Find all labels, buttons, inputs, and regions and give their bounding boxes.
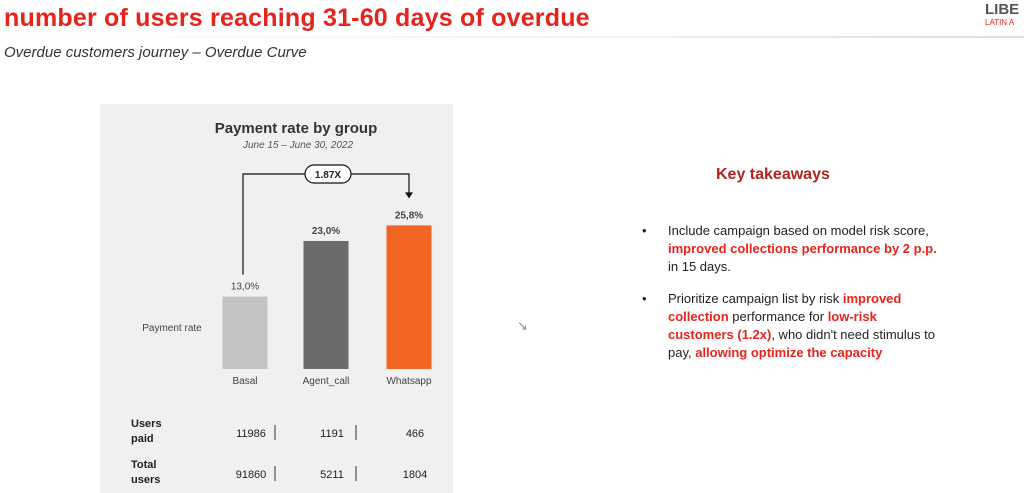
body-text: performance for bbox=[728, 309, 828, 324]
highlighted-text: improved collections performance by 2 p.… bbox=[668, 241, 937, 256]
table-row-label: Total bbox=[131, 459, 156, 471]
bullet-icon: • bbox=[642, 291, 647, 306]
takeaway-item: • Prioritize campaign list by risk improv… bbox=[640, 290, 940, 362]
bar-value-label: 25,8% bbox=[395, 210, 423, 221]
table-cell: 11986 bbox=[236, 428, 266, 440]
chart-panel: Payment rate by group June 15 – June 30,… bbox=[100, 104, 453, 493]
takeaways-title: Key takeaways bbox=[716, 166, 830, 183]
page-subtitle: Overdue customers journey – Overdue Curv… bbox=[4, 44, 307, 61]
table-row-label: paid bbox=[131, 433, 154, 445]
chart-subtitle: June 15 – June 30, 2022 bbox=[242, 140, 354, 151]
takeaways-list: • Include campaign based on model risk sc… bbox=[640, 222, 940, 376]
highlighted-text: allowing optimize the capacity bbox=[695, 345, 883, 360]
bar-whatsapp bbox=[386, 225, 432, 369]
highlighted-text: low-risk customers (1.2x) bbox=[668, 309, 877, 342]
category-label: Whatsapp bbox=[386, 376, 431, 387]
chart-title: Payment rate by group bbox=[215, 120, 378, 137]
logo-text: LIBE bbox=[985, 2, 1020, 18]
takeaway-item: • Include campaign based on model risk sc… bbox=[640, 222, 940, 276]
cursor-icon: ↘ bbox=[517, 318, 528, 333]
category-label: Basal bbox=[232, 376, 257, 387]
counts-table: Users paid 11986 1191 466 Total users 91860 5211… bbox=[131, 418, 427, 486]
bar-value-label: 13,0% bbox=[231, 282, 259, 293]
multiplier-annotation: 1.87X bbox=[242, 164, 413, 275]
payment-rate-chart: Payment rate by group June 15 – June 30,… bbox=[131, 120, 432, 486]
body-text: in 15 days. bbox=[668, 259, 731, 274]
annotation-pill bbox=[304, 164, 352, 184]
table-cell: 466 bbox=[406, 428, 424, 440]
table-cell: 1191 bbox=[320, 428, 344, 440]
bar-basal bbox=[222, 296, 268, 369]
highlighted-text: improved collection bbox=[668, 291, 902, 324]
table-row-label: users bbox=[131, 474, 160, 486]
bullet-icon: • bbox=[642, 223, 647, 238]
y-axis-label: Payment rate bbox=[142, 323, 202, 334]
table-cell: 5211 bbox=[320, 469, 344, 481]
table-cell: 91860 bbox=[236, 469, 267, 481]
body-text: Prioritize campaign list by risk bbox=[668, 291, 843, 306]
page-title: number of users reaching 31-60 days of o… bbox=[4, 4, 590, 32]
table-row-label: Users bbox=[131, 418, 162, 430]
table-cell: 1804 bbox=[403, 469, 427, 481]
bars-group: 13,0% Basal 23,0% Agent_call 25,8% Whatsapp bbox=[222, 210, 432, 387]
annotation-label: 1.87X bbox=[315, 170, 341, 181]
category-label: Agent_call bbox=[303, 376, 350, 387]
body-text: Include campaign based on model risk sco… bbox=[668, 223, 929, 238]
bar-value-label: 23,0% bbox=[312, 226, 340, 237]
arrow-head-icon bbox=[405, 192, 413, 199]
logo-subtext: LATIN A bbox=[985, 18, 1015, 27]
body-text: , who didn't need stimulus to pay, bbox=[668, 327, 935, 360]
bar-agent-call bbox=[303, 240, 349, 369]
header-divider bbox=[0, 36, 1024, 38]
brand-logo: LIBE LATIN A bbox=[985, 2, 1024, 34]
